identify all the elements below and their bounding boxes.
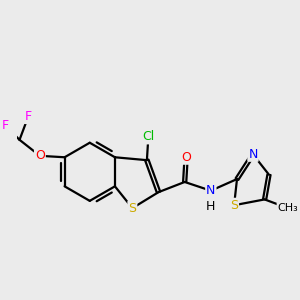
Text: S: S <box>230 199 238 212</box>
Text: N: N <box>206 184 215 197</box>
Text: Cl: Cl <box>142 130 154 143</box>
Text: H: H <box>206 200 215 213</box>
Text: O: O <box>181 151 191 164</box>
Text: F: F <box>25 110 32 123</box>
Text: O: O <box>35 149 45 162</box>
Text: CH₃: CH₃ <box>278 203 298 213</box>
Text: F: F <box>2 119 9 132</box>
Text: S: S <box>128 202 136 214</box>
Text: N: N <box>248 148 258 161</box>
